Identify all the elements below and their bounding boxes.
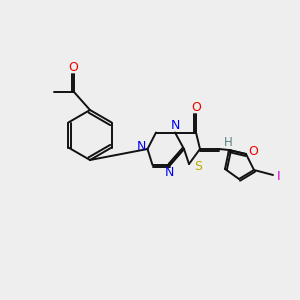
Text: S: S — [194, 160, 202, 172]
Text: N: N — [171, 119, 180, 132]
Text: N: N — [137, 140, 146, 154]
Text: O: O — [69, 61, 78, 74]
Text: I: I — [277, 169, 281, 182]
Text: O: O — [191, 101, 201, 114]
Text: H: H — [224, 136, 232, 149]
Text: O: O — [249, 145, 258, 158]
Text: N: N — [165, 166, 174, 178]
